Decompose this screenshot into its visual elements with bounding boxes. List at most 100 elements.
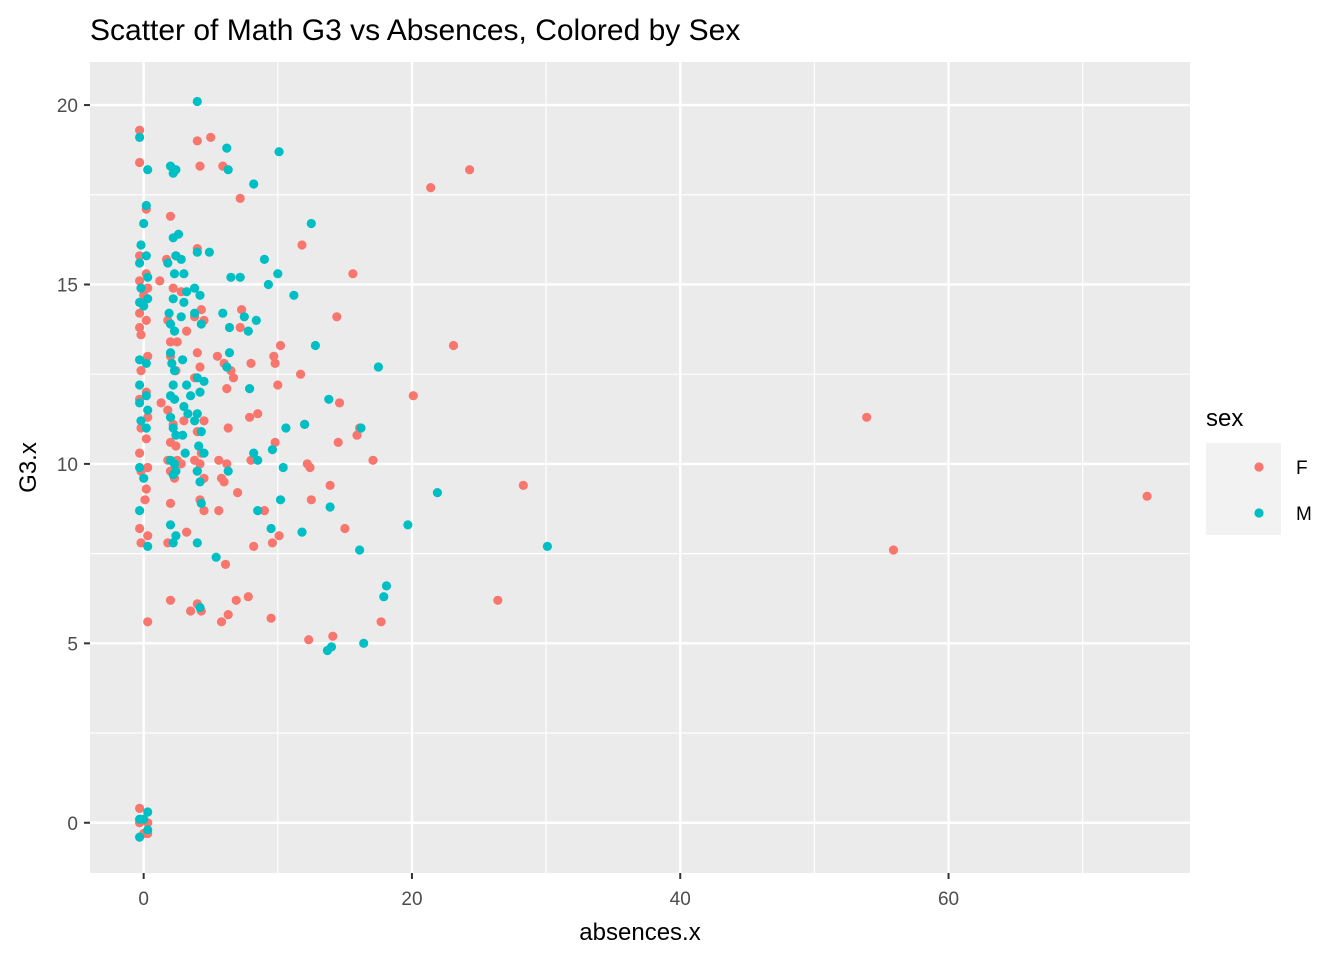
data-point-m — [190, 416, 200, 426]
data-point-m — [173, 229, 184, 239]
data-point-f — [269, 351, 279, 361]
data-point-f — [231, 595, 241, 605]
data-point-f — [274, 531, 284, 541]
data-point-f — [275, 340, 286, 351]
data-point-m — [326, 642, 337, 652]
data-point-f — [235, 322, 245, 333]
data-point-m — [196, 319, 206, 329]
data-point-f — [376, 617, 386, 627]
data-point-m — [218, 308, 228, 318]
data-point-m — [178, 355, 188, 365]
data-point-m — [165, 520, 176, 530]
data-point-m — [171, 531, 181, 541]
data-point-f — [334, 398, 345, 408]
data-point-f — [135, 276, 145, 286]
data-point-f — [408, 391, 418, 401]
data-point-m — [324, 394, 334, 404]
data-point-f — [222, 459, 232, 469]
data-point-f — [267, 538, 277, 548]
data-point-m — [259, 254, 269, 264]
data-point-m — [139, 301, 149, 311]
data-point-m — [135, 506, 145, 516]
data-point-m — [176, 312, 186, 322]
data-point-f — [862, 412, 872, 422]
data-point-m — [169, 326, 180, 336]
data-point-f — [243, 592, 253, 602]
data-point-f — [266, 613, 276, 623]
data-point-m — [141, 251, 151, 261]
data-point-m — [190, 283, 200, 293]
data-point-f — [233, 488, 243, 498]
data-point-m — [266, 523, 276, 534]
y-tick-label: 15 — [57, 275, 78, 296]
data-point-f — [135, 157, 145, 168]
data-point-f — [135, 523, 145, 534]
data-point-m — [278, 462, 288, 473]
data-point-f — [246, 358, 256, 368]
data-point-f — [195, 161, 205, 171]
data-point-m — [223, 165, 233, 175]
data-point-f — [270, 437, 280, 447]
data-point-m — [275, 495, 286, 505]
data-point-m — [195, 387, 205, 397]
data-point-f — [182, 326, 192, 336]
data-point-m — [542, 541, 553, 552]
data-point-f — [186, 606, 196, 616]
data-point-m — [192, 247, 202, 257]
data-point-f — [245, 412, 255, 422]
data-point-m — [136, 240, 146, 250]
data-point-f — [135, 308, 145, 318]
data-point-m — [235, 272, 245, 282]
data-point-f — [219, 477, 229, 487]
data-point-m — [179, 401, 189, 412]
y-tick-label: 20 — [57, 96, 78, 117]
data-point-m — [139, 473, 149, 483]
data-point-m — [139, 218, 149, 229]
data-point-m — [195, 477, 205, 487]
data-point-f — [518, 480, 528, 490]
data-point-m — [211, 552, 221, 562]
data-point-f — [143, 283, 153, 293]
data-point-m — [143, 405, 153, 415]
data-point-m — [222, 143, 232, 153]
data-point-f — [165, 337, 176, 347]
data-point-m — [182, 287, 192, 297]
legend-label-f: F — [1296, 458, 1308, 479]
data-point-m — [253, 455, 263, 465]
data-point-f — [333, 437, 343, 447]
data-point-f — [165, 211, 176, 221]
data-point-m — [199, 448, 209, 458]
data-point-f — [270, 358, 280, 368]
data-point-f — [156, 398, 166, 408]
data-point-f — [1142, 491, 1152, 501]
data-point-m — [165, 412, 176, 422]
data-point-m — [196, 498, 206, 508]
data-point-m — [195, 602, 205, 613]
data-point-f — [253, 409, 263, 419]
data-point-m — [135, 380, 145, 390]
data-point-m — [274, 147, 284, 157]
data-point-m — [355, 545, 365, 555]
data-point-f — [223, 610, 233, 620]
data-point-m — [192, 96, 202, 107]
data-point-m — [141, 423, 151, 433]
y-tick-label: 10 — [57, 455, 78, 476]
data-point-m — [222, 362, 232, 372]
data-point-f — [249, 541, 259, 552]
data-point-f — [192, 348, 202, 358]
data-point-f — [140, 495, 150, 505]
data-point-f — [135, 803, 145, 814]
data-point-m — [310, 340, 320, 351]
data-point-m — [179, 269, 189, 279]
data-point-m — [169, 459, 180, 469]
data-point-m — [135, 832, 145, 842]
data-point-f — [176, 459, 186, 469]
x-tick-label: 60 — [938, 889, 959, 910]
data-point-f — [304, 635, 314, 645]
data-point-m — [178, 430, 188, 440]
data-point-m — [224, 322, 235, 333]
data-point-f — [192, 136, 202, 146]
data-point-f — [172, 337, 182, 347]
data-point-f — [136, 330, 146, 340]
data-point-f — [222, 384, 232, 394]
